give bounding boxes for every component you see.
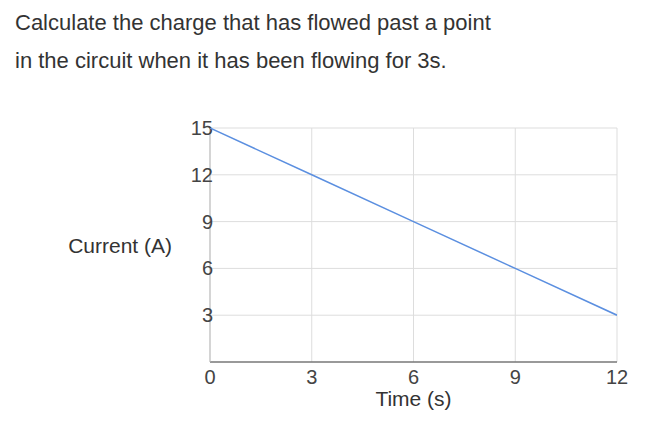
x-grid [617, 128, 618, 362]
x-tick-label: 0 [204, 366, 215, 388]
x-tick-label: 3 [306, 366, 317, 388]
current-line [210, 128, 617, 315]
chart: Calculate the charge that has flowed pas… [0, 0, 645, 422]
x-tick-label: 6 [408, 366, 419, 388]
y-tick-label: 12 [191, 164, 213, 186]
y-axis-label: Current (A) [68, 234, 172, 257]
x-axis-label: Time (s) [375, 387, 451, 410]
chart-root: Calculate the charge that has flowed pas… [0, 0, 645, 422]
y-tick-label: 6 [202, 257, 213, 279]
x-tick-label: 9 [510, 366, 521, 388]
plot-area [210, 128, 617, 315]
x-axis [210, 361, 617, 363]
x-tick-label: 12 [606, 366, 628, 388]
title: Calculate the charge that has flowed pas… [15, 10, 491, 35]
y-tick-label: 15 [191, 117, 213, 139]
y-tick-label: 3 [202, 304, 213, 326]
title: in the circuit when it has been flowing … [15, 48, 447, 73]
y-tick-label: 9 [202, 211, 213, 233]
x-grid [515, 128, 516, 362]
x-grid [311, 128, 312, 362]
x-grid [413, 128, 414, 362]
